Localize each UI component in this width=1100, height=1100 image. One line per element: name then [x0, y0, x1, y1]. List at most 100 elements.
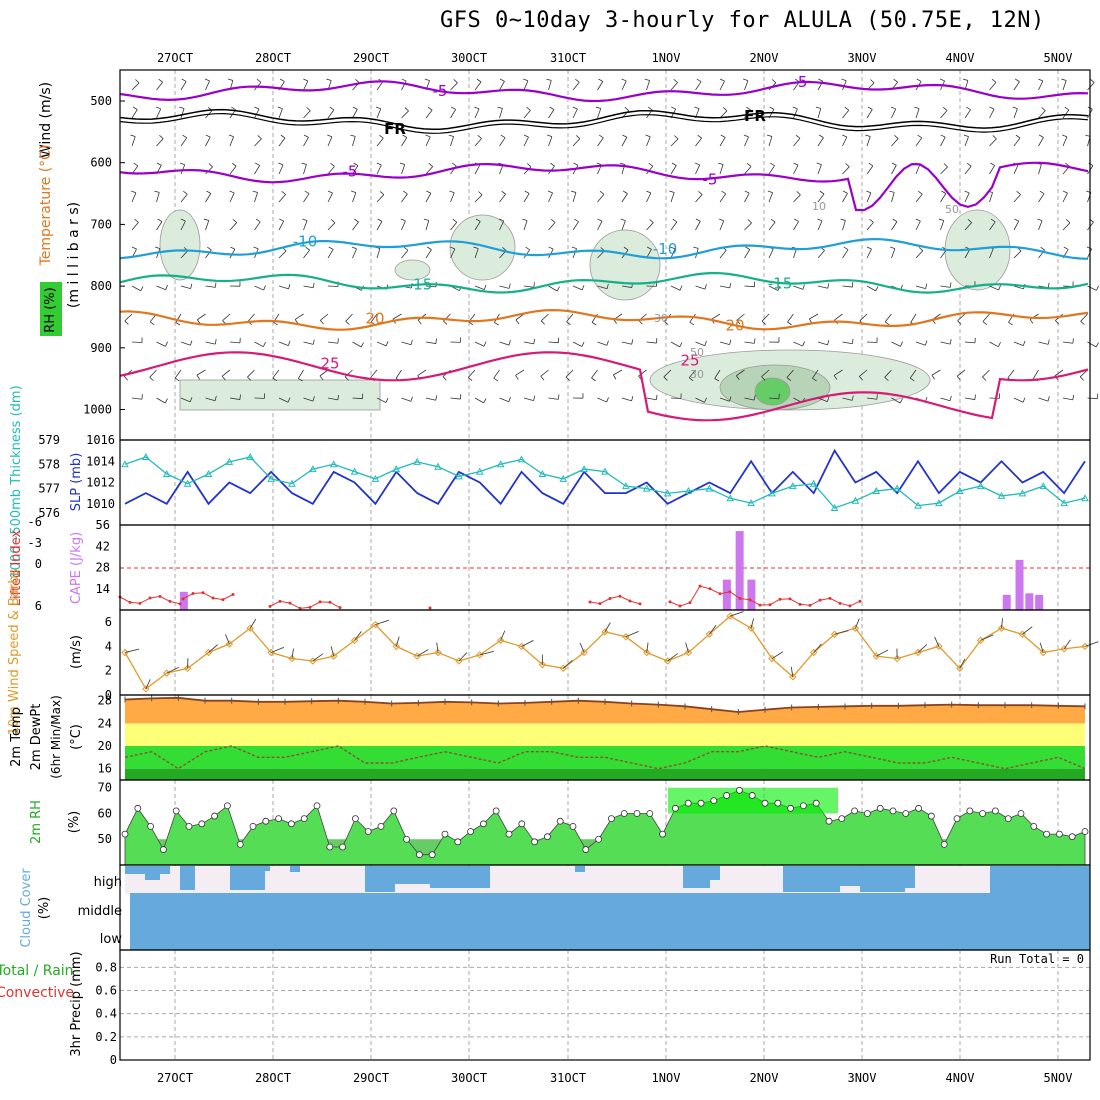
wind-barb [719, 341, 730, 345]
wind-barb-flag [646, 190, 652, 194]
wind-barb [793, 108, 798, 119]
wind-barb-flag [575, 78, 580, 83]
thickness-point-46 [1081, 494, 1089, 502]
x-tick-top-6: 2NOV [750, 51, 779, 65]
wind-barb [499, 285, 510, 289]
wind-barb-flag [770, 218, 776, 223]
wind-barb [817, 220, 823, 231]
isotherm-label-0-1: -5 [793, 73, 808, 91]
wind10-barb-12 [375, 619, 390, 625]
wind-barb [842, 193, 848, 203]
li-point-5-11 [778, 597, 782, 601]
x-tick-top-9: 5NOV [1044, 51, 1073, 65]
rh-point-41 [646, 810, 654, 817]
wind-barb [940, 249, 947, 259]
cloud-mid-low [130, 893, 1090, 950]
wind-barb-flag [494, 322, 499, 326]
wind-barb-flag [704, 397, 707, 403]
wind-barb [744, 285, 755, 288]
cape-ylabel-li: Lifted Index [9, 529, 24, 606]
wind-barb-flag [474, 106, 480, 110]
wind-barb-flag [865, 134, 871, 137]
wind-barb [793, 285, 804, 290]
wind-barb-flag [574, 218, 579, 223]
rh-point-42 [659, 830, 666, 838]
wind-barb [915, 137, 923, 147]
wind-barb-flag [526, 163, 532, 168]
wind-barb [866, 192, 872, 203]
wind-barb-flag [729, 339, 732, 345]
rh-ylabel-unit: (%) [67, 811, 82, 834]
li-point-5-13 [798, 602, 802, 606]
wind-barb [956, 369, 966, 377]
wind-barb-flag [435, 338, 437, 344]
wind-barb-flag [231, 106, 236, 111]
thickness-point-40 [955, 486, 964, 494]
temp-band-dark [125, 768, 1085, 780]
wind-barb-flag [410, 396, 413, 402]
wind-barb [1062, 80, 1067, 91]
wind-barb [768, 248, 774, 259]
wind-barb [156, 81, 163, 91]
upper-ylabel-temp: Temperature (°C) [38, 145, 54, 267]
wind-barb-flag [165, 341, 168, 347]
wind-barb-flag [215, 282, 217, 288]
wind-barb-flag [940, 134, 946, 138]
wind-barb-flag [403, 246, 409, 251]
wind-barb [842, 397, 853, 401]
thickness-point-27 [684, 486, 693, 494]
wind-barb-flag [672, 218, 678, 223]
wind-barb [370, 313, 378, 323]
wind-barb-flag [228, 134, 234, 138]
wind-barb [1013, 397, 1024, 403]
rh-ylabel: 2m RH [29, 800, 44, 844]
wind-barb [352, 248, 357, 259]
wind-barb-flag [792, 106, 798, 110]
wind-barb [254, 108, 260, 119]
wind-barb [180, 397, 191, 403]
wind-barb-flag [890, 246, 896, 249]
li-point-4-4 [628, 599, 632, 603]
wind-barb-flag [229, 190, 235, 194]
wind-barb [833, 369, 843, 376]
wind-barb [1013, 137, 1021, 147]
wind-barb [327, 249, 334, 259]
wind10-point-10 [329, 652, 338, 660]
wind-barb [719, 164, 724, 175]
cape-bar-5 [1015, 559, 1024, 610]
wind-barb-flag [1037, 218, 1043, 222]
cloud-high-seg-4 [265, 866, 270, 871]
li-point-2-6 [328, 600, 332, 604]
wind-barb [1087, 285, 1097, 291]
wind-barb-flag [354, 218, 359, 223]
wind-barb-flag [417, 319, 422, 325]
thickness-point-9 [308, 465, 317, 473]
wind-barb-flag [205, 134, 211, 138]
wind-barb-flag [714, 378, 720, 382]
rh-point-1 [134, 804, 142, 812]
wind-barb [156, 192, 160, 203]
wind-barb [376, 164, 382, 175]
wind-barb-flag [720, 134, 726, 138]
wind-barb [229, 165, 237, 175]
wind-barb [910, 313, 917, 323]
wind-barb-flag [546, 78, 552, 81]
wind-barb-flag [304, 190, 310, 195]
wind-barb-flag [694, 106, 700, 110]
wind-barb [450, 397, 461, 400]
wind-barb [175, 313, 182, 323]
wind-barb [278, 250, 287, 259]
wind-barb [352, 341, 362, 348]
rh-point-4 [172, 807, 180, 815]
wind-barb-flag [305, 246, 310, 251]
wind-barb-flag [179, 162, 185, 166]
wind-barb [548, 341, 559, 344]
wind-barb [744, 136, 749, 147]
wind10-barb-5 [225, 634, 230, 645]
wind-barb [621, 80, 627, 91]
upper-ylabel: (m i l l i b a r s) [66, 202, 82, 308]
cloud-high-seg-7 [395, 866, 430, 884]
wind-barb [131, 285, 141, 292]
wind-barb [812, 369, 819, 379]
x-tick-top-8: 4NOV [946, 51, 975, 65]
